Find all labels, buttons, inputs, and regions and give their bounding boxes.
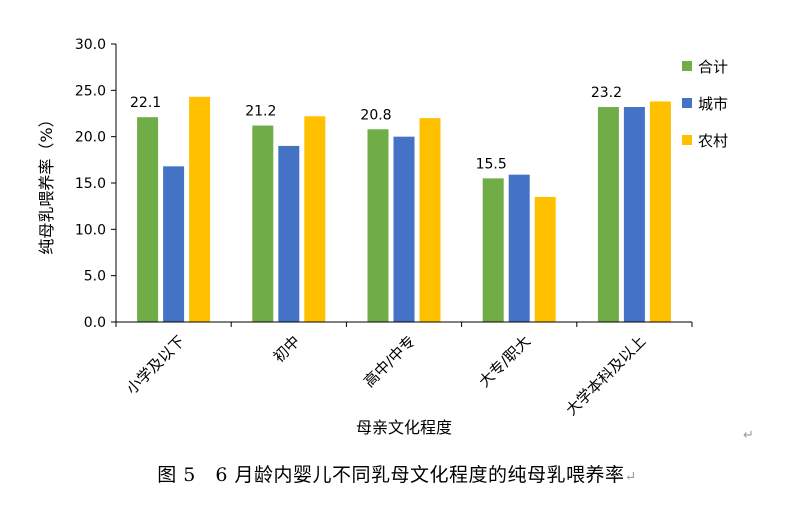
data-label: 20.8 — [360, 107, 391, 123]
bar-城市-初中 — [278, 145, 300, 322]
y-tick-label: 20.0 — [75, 130, 106, 146]
y-tick-label: 25.0 — [75, 83, 106, 99]
figure-caption: 图 5 6 月龄内婴儿不同乳母文化程度的纯母乳喂养率↵ — [0, 460, 794, 487]
bar-农村-大学本科及以上 — [649, 101, 671, 322]
bar-农村-大专/职大 — [534, 196, 556, 322]
data-label: 15.5 — [476, 156, 507, 172]
legend-label-合计: 合计 — [698, 58, 728, 76]
x-category-label: 高中/中专 — [360, 332, 419, 391]
caption-return-mark: ↵ — [624, 469, 637, 485]
bar-合计-高中/中专 — [367, 129, 389, 322]
x-category-label: 小学及以下 — [123, 332, 189, 398]
legend-swatch-农村 — [682, 135, 692, 145]
x-axis: 小学及以下 初中 高中/中专 大专/职大 大学本科及以上 — [115, 321, 693, 419]
bar-城市-大学本科及以上 — [623, 107, 645, 322]
data-label: 21.2 — [245, 104, 276, 120]
x-category-label: 大学本科及以上 — [562, 332, 649, 419]
y-tick-label: 0.0 — [84, 315, 106, 331]
x-category-label: 初中 — [270, 332, 304, 366]
paragraph-mark: ↵ — [743, 428, 754, 443]
legend-label-农村: 农村 — [698, 132, 728, 150]
bar-城市-高中/中专 — [393, 136, 415, 322]
bar-合计-大专/职大 — [482, 178, 504, 322]
bar-农村-高中/中专 — [419, 118, 441, 322]
legend-label-城市: 城市 — [698, 95, 728, 113]
bar-农村-初中 — [304, 116, 326, 322]
x-category-label: 大专/职大 — [475, 332, 534, 391]
caption-text: 图 5 6 月龄内婴儿不同乳母文化程度的纯母乳喂养率 — [157, 464, 625, 486]
legend-swatch-合计 — [682, 61, 692, 71]
plot-area: 22.1 21.2 20.8 15.5 23.2 — [130, 85, 671, 323]
y-tick-label: 30.0 — [75, 37, 106, 53]
x-axis-title: 母亲文化程度 — [356, 418, 452, 437]
bar-城市-小学及以下 — [163, 166, 185, 322]
bar-合计-小学及以下 — [137, 117, 159, 322]
y-tick-label: 5.0 — [84, 269, 106, 285]
bar-合计-大学本科及以上 — [597, 107, 619, 322]
bar-农村-小学及以下 — [189, 96, 211, 322]
data-label: 23.2 — [591, 85, 622, 101]
legend-swatch-城市 — [682, 98, 692, 108]
y-tick-label: 15.0 — [75, 176, 106, 192]
bar-合计-初中 — [252, 125, 274, 323]
y-axis-title: 纯母乳喂养率（%） — [37, 111, 56, 254]
data-label: 22.1 — [130, 95, 161, 111]
bar-城市-大专/职大 — [508, 174, 530, 322]
bar-chart: 22.1 21.2 20.8 15.5 23.2 0.0 5.0 10.0 15.0 20.0 2… — [37, 37, 728, 437]
y-axis: 0.0 5.0 10.0 15.0 20.0 25.0 30.0 — [75, 37, 117, 331]
y-tick-label: 10.0 — [75, 222, 106, 238]
